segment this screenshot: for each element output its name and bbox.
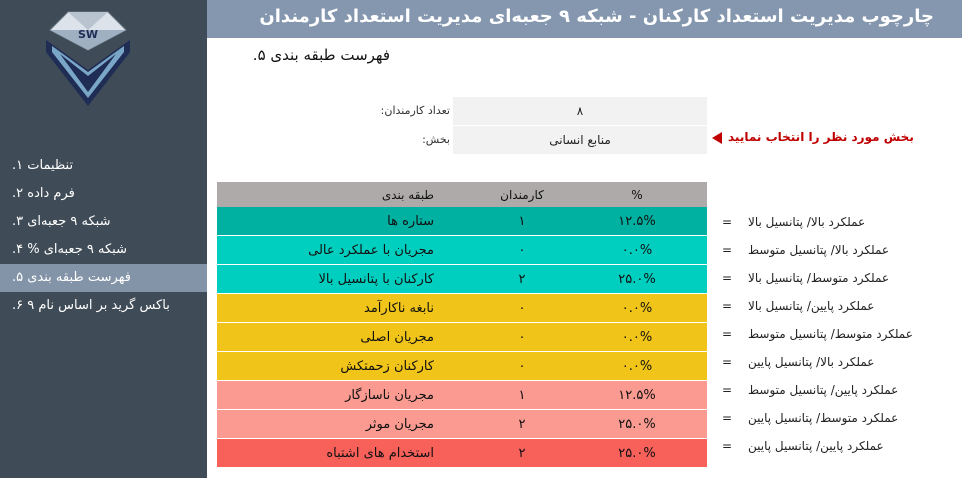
percent-cell: ۰.۰% (567, 322, 707, 352)
department-label: بخش: (422, 133, 450, 146)
equals-sign: = (722, 299, 733, 313)
percent-cell: ۲۵.۰% (567, 264, 707, 294)
description-text: عملکرد بالا/ پتانسیل متوسط (748, 243, 890, 257)
table-row: کارکنان زحمتکش ۰ ۰.۰% (217, 351, 707, 381)
description-text: عملکرد متوسط/ پتانسیل متوسط (748, 327, 913, 341)
table-row: مجریان ناسازگار ۱ ۱۲.۵% (217, 380, 707, 410)
table-row: استخدام های اشتباه ۲ ۲۵.۰% (217, 438, 707, 468)
sidebar-item-box-grid-by-name[interactable]: باکس گرید بر اساس نام ۹ ۶. (12, 298, 170, 313)
sidebar-item-data-form[interactable]: فرم داده ۲. (12, 186, 75, 201)
description-text: عملکرد بالا/ پتانسیل بالا (748, 215, 866, 229)
description-text: عملکرد متوسط/ پتانسیل بالا (748, 271, 890, 285)
percent-cell: ۰.۰% (567, 235, 707, 265)
department-select[interactable]: منابع انسانی (453, 126, 707, 154)
performance-potential-description: = عملکرد بالا/ پتانسیل بالا (722, 208, 957, 236)
description-text: عملکرد متوسط/ پتانسیل پایین (748, 411, 899, 425)
classification-table: طبقه بندی کارمندان % ستاره ها ۱ ۱۲.۵% مجریا… (217, 182, 707, 468)
employee-count-cell: ۰ (477, 293, 567, 323)
performance-potential-description: = عملکرد پایین/ پتانسیل پایین (722, 432, 957, 460)
table-row: کارکنان با پتانسیل بالا ۲ ۲۵.۰% (217, 264, 707, 294)
header-bar: چارچوب مدیریت استعداد کارکنان - شبکه ۹ ج… (207, 0, 962, 38)
classification-cell: کارکنان با پتانسیل بالا (217, 264, 477, 294)
sidebar-item-classification-list[interactable]: فهرست طبقه بندی ۵. (0, 264, 207, 292)
performance-potential-description: = عملکرد بالا/ پتانسیل پایین (722, 348, 957, 376)
equals-sign: = (722, 355, 733, 369)
employee-count-cell: ۰ (477, 322, 567, 352)
classification-cell: کارکنان زحمتکش (217, 351, 477, 381)
employee-count-value: ۸ (453, 97, 707, 125)
percent-cell: ۱۲.۵% (567, 380, 707, 410)
classification-cell: مجریان اصلی (217, 322, 477, 352)
sidebar: SW تنظیمات ۱. فرم داده ۲. شبکه ۹ جعبه‌ای… (0, 0, 207, 478)
equals-sign: = (722, 271, 733, 285)
classification-cell: مجریان ناسازگار (217, 380, 477, 410)
employee-count-cell: ۲ (477, 438, 567, 468)
table-header-row: طبقه بندی کارمندان % (217, 182, 707, 207)
classification-cell: ستاره ها (217, 207, 477, 236)
employee-count-cell: ۲ (477, 409, 567, 439)
logo-text: SW (78, 28, 98, 41)
equals-sign: = (722, 411, 733, 425)
performance-potential-description: = عملکرد متوسط/ پتانسیل بالا (722, 264, 957, 292)
sidebar-item-9box-grid[interactable]: شبکه ۹ جعبه‌ای ۳. (12, 214, 111, 229)
employee-count-cell: ۱ (477, 380, 567, 410)
employee-count-cell: ۱ (477, 207, 567, 236)
classification-cell: مجریان با عملکرد عالی (217, 235, 477, 265)
description-text: عملکرد پایین/ پتانسیل بالا (748, 299, 875, 313)
pointer-arrow-icon (712, 132, 722, 144)
table-row: نابغه ناکارآمد ۰ ۰.۰% (217, 293, 707, 323)
percent-cell: ۲۵.۰% (567, 409, 707, 439)
performance-potential-description: = عملکرد بالا/ پتانسیل متوسط (722, 236, 957, 264)
table-row: مجریان موثر ۲ ۲۵.۰% (217, 409, 707, 439)
diamond-logo-icon: SW (46, 11, 130, 106)
equals-sign: = (722, 215, 733, 229)
classification-cell: نابغه ناکارآمد (217, 293, 477, 323)
employee-count-cell: ۰ (477, 235, 567, 265)
sidebar-item-settings[interactable]: تنظیمات ۱. (12, 158, 74, 173)
percent-cell: ۰.۰% (567, 293, 707, 323)
column-header-percent: % (567, 182, 707, 207)
equals-sign: = (722, 383, 733, 397)
classification-cell: استخدام های اشتباه (217, 438, 477, 468)
sidebar-item-9box-percent[interactable]: شبکه ۹ جعبه‌ای % ۴. (12, 242, 127, 257)
performance-potential-description: = عملکرد پایین/ پتانسیل بالا (722, 292, 957, 320)
employee-count-cell: ۰ (477, 351, 567, 381)
table-row: مجریان با عملکرد عالی ۰ ۰.۰% (217, 235, 707, 265)
equals-sign: = (722, 327, 733, 341)
performance-potential-description: = عملکرد متوسط/ پتانسیل پایین (722, 404, 957, 432)
percent-cell: ۱۲.۵% (567, 207, 707, 236)
description-text: عملکرد بالا/ پتانسیل پایین (748, 355, 875, 369)
column-header-employees: کارمندان (477, 182, 567, 207)
table-row: ستاره ها ۱ ۱۲.۵% (217, 207, 707, 236)
page-title: فهرست طبقه بندی ۵. (252, 46, 390, 64)
employee-count-cell: ۲ (477, 264, 567, 294)
table-row: مجریان اصلی ۰ ۰.۰% (217, 322, 707, 352)
classification-cell: مجریان موثر (217, 409, 477, 439)
performance-potential-description: = عملکرد پایین/ پتانسیل متوسط (722, 376, 957, 404)
description-text: عملکرد پایین/ پتانسیل پایین (748, 439, 884, 453)
column-header-classification: طبقه بندی (217, 182, 477, 207)
percent-cell: ۰.۰% (567, 351, 707, 381)
employee-count-label: تعداد کارمندان: (380, 104, 450, 117)
equals-sign: = (722, 439, 733, 453)
equals-sign: = (722, 243, 733, 257)
performance-potential-description: = عملکرد متوسط/ پتانسیل متوسط (722, 320, 957, 348)
percent-cell: ۲۵.۰% (567, 438, 707, 468)
description-text: عملکرد پایین/ پتانسیل متوسط (748, 383, 899, 397)
select-department-hint: بخش مورد نظر را انتخاب نمایید (728, 130, 914, 144)
app-title: چارچوب مدیریت استعداد کارکنان - شبکه ۹ ج… (259, 6, 934, 27)
